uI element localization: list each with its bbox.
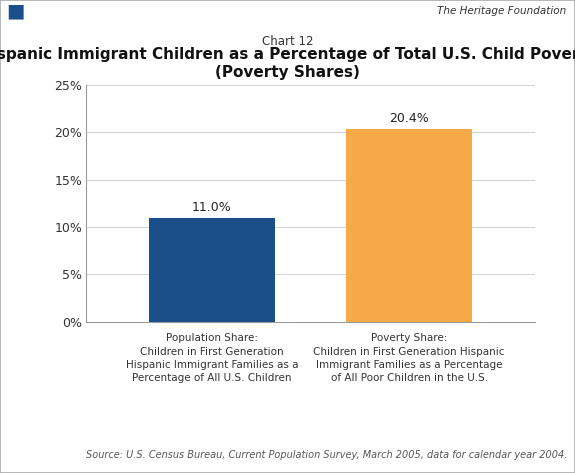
Text: ■: ■ bbox=[6, 1, 24, 20]
Text: Chart 12: Chart 12 bbox=[262, 35, 313, 48]
Text: Population Share:
Children in First Generation
Hispanic Immigrant Families as a
: Population Share: Children in First Gene… bbox=[125, 333, 298, 383]
Text: 11.0%: 11.0% bbox=[192, 201, 232, 214]
Text: Poverty Share:
Children in First Generation Hispanic
Immigrant Families as a Per: Poverty Share: Children in First Generat… bbox=[313, 333, 505, 383]
Text: (Poverty Shares): (Poverty Shares) bbox=[215, 65, 360, 80]
Text: Hispanic Immigrant Children as a Percentage of Total U.S. Child Poverty: Hispanic Immigrant Children as a Percent… bbox=[0, 47, 575, 62]
Bar bbox=[149, 218, 275, 322]
Text: The Heritage Foundation: The Heritage Foundation bbox=[437, 6, 566, 16]
Bar bbox=[346, 129, 472, 322]
Text: Source: U.S. Census Bureau, Current Population Survey, March 2005, data for cale: Source: U.S. Census Bureau, Current Popu… bbox=[86, 450, 568, 460]
Text: 20.4%: 20.4% bbox=[389, 112, 429, 125]
